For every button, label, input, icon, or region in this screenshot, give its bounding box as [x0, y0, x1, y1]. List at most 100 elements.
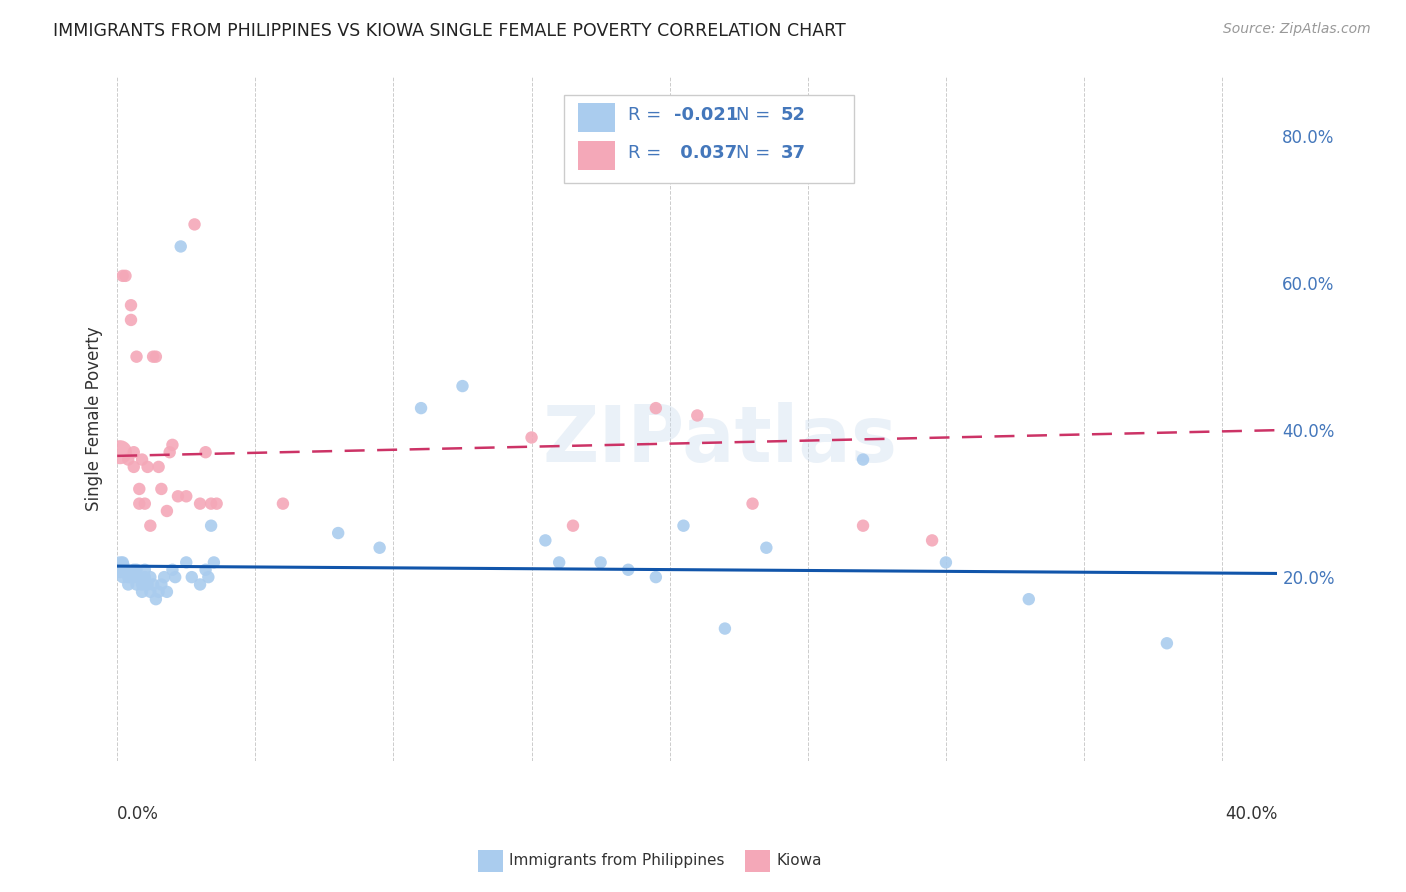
Point [145, 592, 167, 607]
Point [117, 570, 139, 584]
Point [142, 577, 165, 591]
Point [409, 401, 432, 416]
Point [108, 559, 131, 574]
Point [672, 518, 695, 533]
Point [180, 570, 202, 584]
Point [617, 563, 640, 577]
Y-axis label: Single Female Poverty: Single Female Poverty [86, 326, 103, 511]
Point [368, 541, 391, 555]
Point [111, 556, 134, 570]
Point [188, 497, 211, 511]
Point [174, 489, 197, 503]
Point [131, 577, 153, 591]
Point [520, 430, 543, 444]
Point [188, 577, 211, 591]
Point [134, 563, 156, 577]
Point [134, 570, 156, 584]
Point [136, 577, 159, 591]
Point [741, 497, 763, 511]
Text: Immigrants from Philippines: Immigrants from Philippines [509, 853, 724, 868]
Point [148, 459, 170, 474]
Point [202, 556, 225, 570]
Point [139, 518, 162, 533]
Point [156, 504, 179, 518]
Text: IMMIGRANTS FROM PHILIPPINES VS KIOWA SINGLE FEMALE POVERTY CORRELATION CHART: IMMIGRANTS FROM PHILIPPINES VS KIOWA SIN… [53, 22, 846, 40]
Point [145, 350, 167, 364]
Text: R =: R = [627, 144, 666, 161]
Point [200, 497, 222, 511]
Point [125, 350, 148, 364]
Point [162, 563, 184, 577]
Text: 0.0%: 0.0% [117, 805, 159, 823]
Point [852, 452, 875, 467]
Point [150, 482, 173, 496]
Point [197, 570, 219, 584]
Point [131, 584, 153, 599]
Text: ZIPatlas: ZIPatlas [543, 401, 898, 477]
Point [139, 584, 162, 599]
Point [120, 298, 142, 312]
Point [114, 563, 136, 577]
Point [200, 518, 222, 533]
Text: N =: N = [735, 106, 776, 124]
Text: 37: 37 [780, 144, 806, 161]
Point [156, 584, 179, 599]
Point [183, 218, 205, 232]
Point [125, 577, 148, 591]
Point [122, 445, 145, 459]
Text: 52: 52 [780, 106, 806, 124]
Point [935, 556, 957, 570]
Point [150, 577, 173, 591]
Point [165, 570, 187, 584]
Point [120, 313, 142, 327]
Point [122, 459, 145, 474]
Point [534, 533, 557, 548]
Point [548, 556, 571, 570]
Point [562, 518, 585, 533]
Text: -0.021: -0.021 [673, 106, 738, 124]
Point [148, 584, 170, 599]
Point [108, 445, 131, 459]
Point [589, 556, 612, 570]
Point [128, 482, 150, 496]
Point [644, 570, 666, 584]
Point [644, 401, 666, 416]
Point [714, 622, 737, 636]
Point [111, 570, 134, 584]
Point [134, 497, 156, 511]
Point [128, 570, 150, 584]
Point [174, 556, 197, 570]
Point [117, 577, 139, 591]
Point [328, 526, 350, 541]
Point [167, 489, 190, 503]
Point [142, 350, 165, 364]
Point [162, 438, 184, 452]
Point [125, 563, 148, 577]
Point [159, 445, 181, 459]
Point [117, 452, 139, 467]
Point [194, 445, 217, 459]
Point [194, 563, 217, 577]
FancyBboxPatch shape [578, 103, 614, 132]
Point [921, 533, 943, 548]
Point [852, 518, 875, 533]
Point [153, 570, 176, 584]
Point [122, 570, 145, 584]
Point [755, 541, 778, 555]
Text: N =: N = [735, 144, 776, 161]
Text: Kiowa: Kiowa [776, 853, 821, 868]
Point [108, 563, 131, 577]
Text: R =: R = [627, 106, 666, 124]
FancyBboxPatch shape [578, 141, 614, 169]
Point [111, 268, 134, 283]
Text: Source: ZipAtlas.com: Source: ZipAtlas.com [1223, 22, 1371, 37]
Point [205, 497, 228, 511]
Point [122, 563, 145, 577]
Point [128, 497, 150, 511]
FancyBboxPatch shape [564, 95, 853, 184]
Point [136, 459, 159, 474]
Point [131, 452, 153, 467]
Point [1156, 636, 1178, 650]
Point [271, 497, 294, 511]
Point [139, 570, 162, 584]
